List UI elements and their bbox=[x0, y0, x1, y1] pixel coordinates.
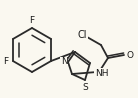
Text: F: F bbox=[29, 15, 34, 24]
Text: Cl: Cl bbox=[77, 30, 87, 40]
Text: F: F bbox=[3, 58, 9, 67]
Text: S: S bbox=[82, 83, 88, 93]
Text: NH: NH bbox=[95, 69, 109, 78]
Text: O: O bbox=[127, 50, 133, 59]
Text: N: N bbox=[61, 58, 67, 67]
